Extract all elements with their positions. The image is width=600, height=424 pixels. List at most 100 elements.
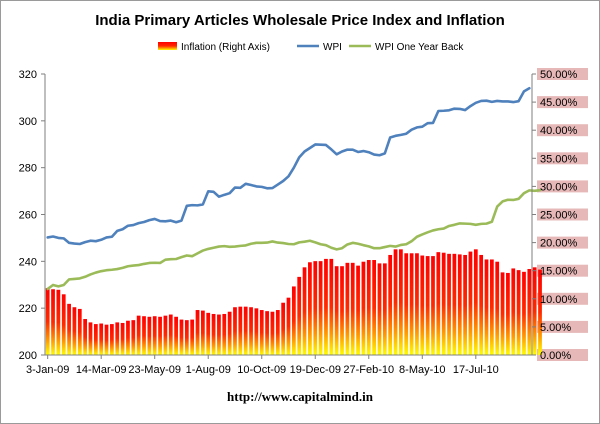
inflation-bar (350, 262, 355, 355)
inflation-bar (99, 323, 104, 355)
inflation-bar (324, 258, 328, 355)
right-tick-label: 25.00% (540, 210, 578, 222)
right-tick-band (537, 96, 588, 109)
right-tick-label: 45.00% (540, 97, 578, 109)
inflation-bar (168, 314, 173, 355)
inflation-bar (356, 265, 360, 355)
inflation-bar (190, 319, 195, 355)
inflation-bar (275, 310, 280, 355)
inflation-bar (110, 324, 114, 355)
inflation-bar (388, 254, 393, 355)
inflation-bar (270, 311, 275, 355)
inflation-bar (382, 263, 387, 355)
inflation-bar (495, 261, 500, 355)
inflation-bar (522, 271, 526, 355)
inflation-bar (152, 316, 157, 355)
right-tick-label: 35.00% (540, 153, 578, 165)
left-axis-ticks: 200 220 240 260 280 300 320 (19, 69, 45, 362)
left-tick-label: 300 (19, 116, 37, 128)
right-tick-label: 15.00% (540, 266, 578, 278)
inflation-bar (404, 253, 409, 355)
inflation-bar (233, 307, 237, 355)
legend-label-inflation: Inflation (Right Axis) (181, 42, 270, 53)
inflation-bar (393, 249, 398, 355)
left-tick-label: 280 (19, 163, 37, 175)
left-tick-label: 240 (19, 256, 37, 268)
chart-title: India Primary Articles Wholesale Price I… (95, 12, 505, 29)
footer-url: http://www.capitalmind.in (227, 389, 374, 404)
inflation-bar (532, 267, 537, 355)
inflation-bar (286, 297, 291, 355)
inflation-bar (340, 266, 344, 355)
left-tick-label: 220 (19, 303, 37, 315)
right-tick-band (537, 264, 588, 277)
inflation-bar (238, 306, 243, 355)
inflation-bar (441, 252, 446, 355)
wpi-one-year-back-line (46, 188, 542, 291)
inflation-bar (516, 270, 521, 355)
inflation-bar (297, 276, 302, 355)
inflation-bar (463, 254, 467, 355)
inflation-bar (329, 258, 334, 355)
right-tick-band (537, 180, 588, 193)
inflation-bar (67, 303, 71, 355)
inflation-bar (479, 254, 484, 355)
inflation-bar (361, 261, 366, 355)
inflation-bar (489, 259, 494, 355)
right-tick-band (537, 68, 588, 80)
inflation-bar (447, 253, 451, 355)
right-tick-band (537, 152, 588, 165)
right-tick-label: 30.00% (540, 181, 578, 193)
inflation-bar (457, 254, 462, 355)
right-tick-band (537, 320, 588, 333)
legend-label-wpi: WPI (323, 42, 342, 53)
inflation-bar (420, 255, 425, 355)
x-tick-label: 3-Jan-09 (26, 364, 69, 376)
inflation-bar (142, 316, 146, 355)
legend: Inflation (Right Axis) WPI WPI One Year … (158, 42, 464, 53)
inflation-bar (51, 289, 55, 355)
legend-label-wpi-one-year-back: WPI One Year Back (375, 42, 464, 53)
inflation-bar (500, 272, 505, 355)
inflation-bar (217, 314, 221, 355)
inflation-bar (318, 261, 323, 355)
inflation-bar (227, 311, 232, 355)
inflation-bar (436, 252, 441, 355)
inflation-bar (211, 313, 216, 355)
inflation-bar (291, 286, 296, 355)
inflation-bar (126, 320, 130, 355)
right-tick-label: 10.00% (540, 294, 578, 306)
inflation-bar (222, 313, 227, 355)
inflation-bar (281, 302, 286, 355)
inflation-bar (399, 249, 403, 355)
inflation-bar (527, 269, 532, 355)
x-tick-label: 10-Oct-09 (237, 364, 286, 376)
inflation-bar (136, 315, 141, 355)
right-tick-label: 50.00% (540, 69, 578, 81)
inflation-bar (249, 307, 253, 355)
inflation-bar (254, 308, 259, 355)
inflation-bar (259, 310, 264, 355)
inflation-bar (184, 320, 189, 355)
inflation-bar (163, 315, 168, 355)
inflation-bar (425, 256, 430, 355)
inflation-bar (473, 249, 478, 355)
inflation-bar (158, 316, 162, 355)
inflation-bar (83, 319, 88, 355)
inflation-bar (120, 322, 125, 355)
line-series (46, 86, 542, 291)
inflation-bar (115, 322, 120, 355)
left-tick-label: 320 (19, 69, 37, 81)
inflation-bar (88, 322, 93, 355)
x-axis-ticks: 3-Jan-09 14-Mar-09 23-May-09 1-Aug-09 10-Oct… (26, 355, 499, 376)
inflation-bar (265, 311, 269, 355)
inflation-bar (308, 262, 312, 355)
inflation-bar (372, 260, 376, 355)
inflation-bar (302, 267, 307, 355)
inflation-bar (409, 253, 414, 355)
inflation-bar (131, 320, 136, 355)
x-tick-label: 14-Mar-09 (76, 364, 127, 376)
right-tick-band (537, 208, 588, 221)
